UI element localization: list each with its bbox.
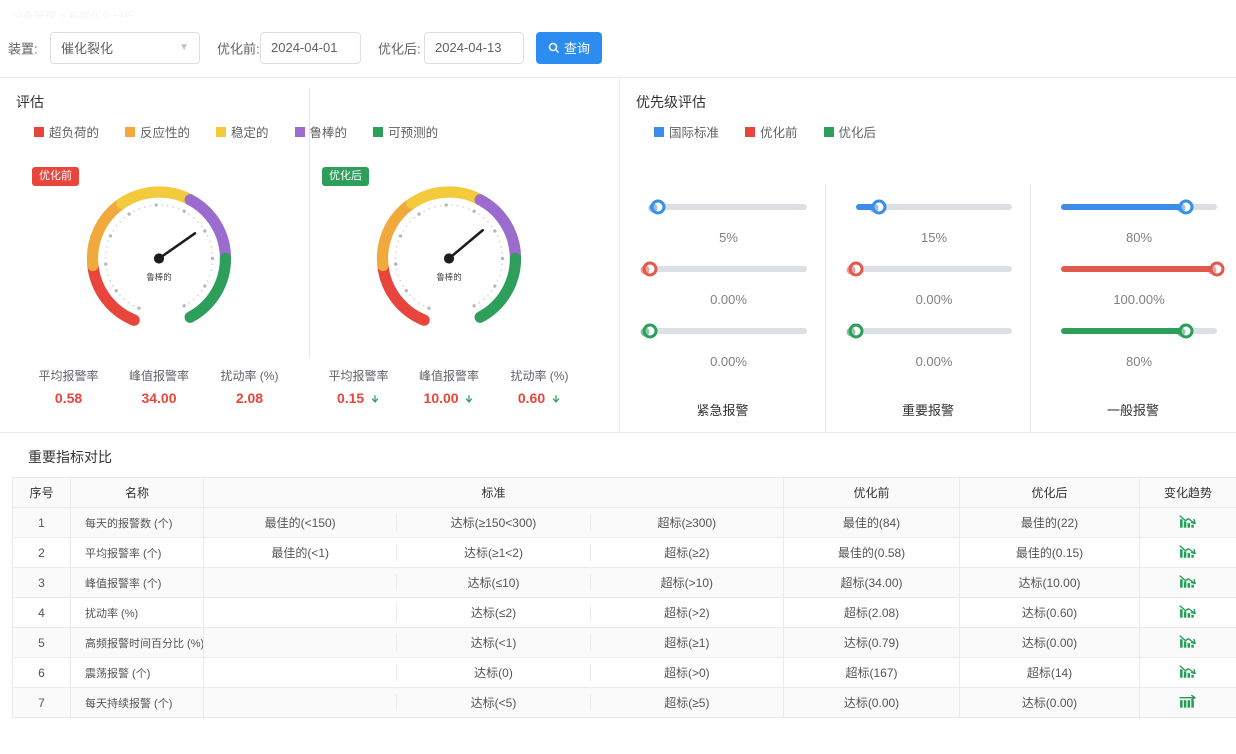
svg-text:鲁棒的: 鲁棒的 (436, 272, 461, 282)
svg-text:鲁棒的: 鲁棒的 (146, 272, 171, 282)
